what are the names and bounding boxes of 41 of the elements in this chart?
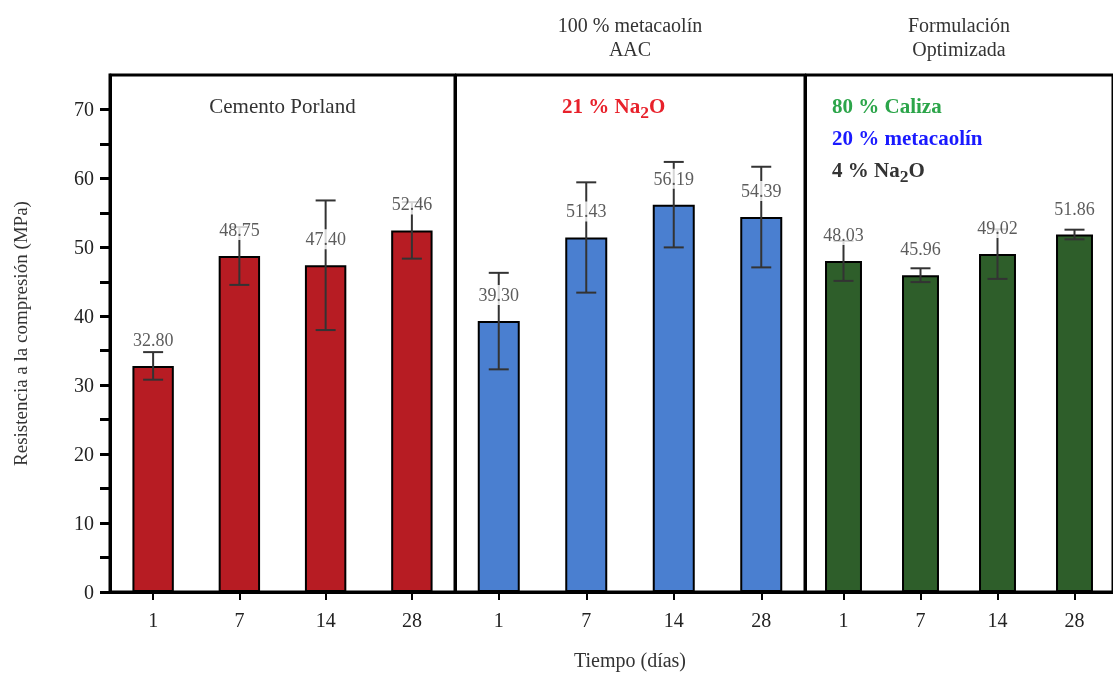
data-label: 48.75 bbox=[219, 219, 260, 240]
y-tick-label: 10 bbox=[74, 512, 94, 535]
data-label: 52.46 bbox=[391, 194, 433, 215]
annotation: 20 % metacaolín bbox=[832, 125, 983, 152]
data-label: 56.19 bbox=[653, 168, 694, 189]
y-tick-label: 0 bbox=[84, 581, 94, 603]
x-tick-label: 28 bbox=[1064, 609, 1085, 631]
x-tick-label: 7 bbox=[915, 609, 926, 631]
data-label: 51.43 bbox=[566, 201, 607, 222]
data-label: 32.80 bbox=[132, 329, 174, 350]
chart-title: 100 % metacaolín AAC bbox=[557, 14, 703, 60]
y-tick-label: 30 bbox=[74, 374, 94, 397]
annotation: 80 % Caliza bbox=[832, 93, 943, 120]
x-tick-label: 7 bbox=[234, 609, 245, 631]
annotation: 4 % Na$_{2}$O bbox=[832, 157, 926, 189]
data-label: 51.86 bbox=[1054, 198, 1095, 219]
y-axis-title: Resistencia a la compresión (MPa) bbox=[10, 201, 32, 466]
x-tick-label: 1 bbox=[148, 609, 159, 631]
data-label: 47.40 bbox=[305, 229, 346, 250]
x-tick-label: 28 bbox=[401, 609, 422, 631]
data-label: 54.39 bbox=[741, 181, 782, 202]
x-tick-label: 14 bbox=[987, 609, 1008, 631]
data-label: 49.02 bbox=[977, 218, 1018, 239]
data-label: 45.96 bbox=[900, 239, 941, 260]
data-label: 39.30 bbox=[478, 285, 519, 306]
y-tick-label: 60 bbox=[74, 167, 94, 190]
chart-title: Formulación Optimizada bbox=[907, 14, 1011, 61]
x-axis-title: Tiempo (días) bbox=[573, 649, 687, 672]
x-tick-label: 1 bbox=[493, 609, 504, 631]
annotation: Cemento Porland bbox=[208, 93, 357, 120]
y-tick-label: 50 bbox=[74, 236, 94, 259]
x-tick-label: 1 bbox=[838, 609, 849, 631]
x-tick-label: 28 bbox=[751, 609, 772, 631]
x-tick-label: 14 bbox=[315, 609, 336, 631]
x-tick-label: 14 bbox=[663, 609, 684, 631]
y-tick-label: 40 bbox=[74, 305, 94, 328]
y-tick-label: 20 bbox=[74, 443, 94, 466]
annotation: 21 % Na$_{2}$O bbox=[562, 93, 666, 125]
data-label: 48.03 bbox=[823, 224, 864, 245]
x-tick-label: 7 bbox=[581, 609, 592, 631]
y-tick-label: 70 bbox=[74, 98, 94, 121]
